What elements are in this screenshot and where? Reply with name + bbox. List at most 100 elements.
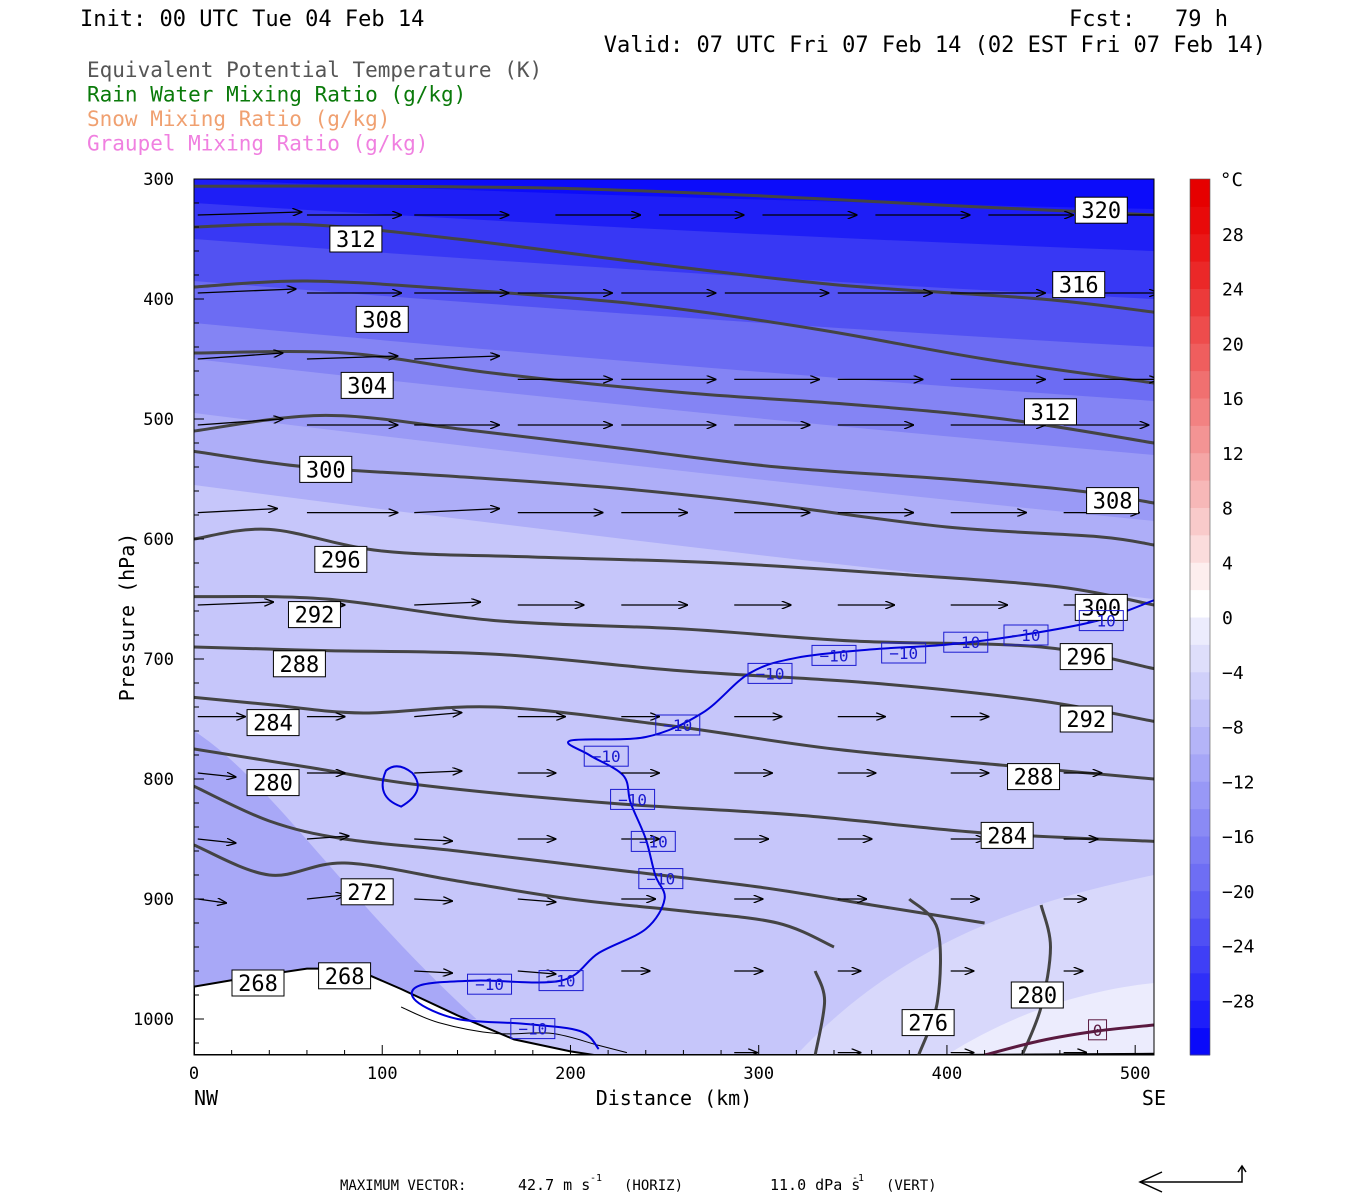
theta-e-label-box [901,1009,955,1037]
temperature-label-box [811,644,857,666]
wind-vector [414,602,480,605]
temperature-label: 0 [1088,1019,1108,1041]
theta-e-label-text: 288 [280,653,320,678]
temperature-label-text: −10 [639,832,668,851]
theta-e-label: 300 [299,455,353,483]
temperature-shading [194,179,1154,1055]
theta-e-contour [194,843,835,949]
theta-e-label-box [299,455,353,483]
temperature-label: −10 [467,973,513,995]
theta-e-label-text: 300 [306,458,346,483]
colorbar-swatch [1190,1000,1210,1029]
colorbar-tick-label: −4 [1222,663,1244,684]
vert-vector-unit: (VERT) [886,1178,937,1194]
theta-e-label-text: 268 [325,965,365,990]
colorbar-swatch [1190,179,1210,207]
x-tick-label: 0 [189,1064,199,1084]
theta-e-label-text: 280 [1017,984,1057,1009]
theta-e-label: 292 [287,601,341,629]
colorbar-tick-label: −20 [1222,882,1255,903]
minus-ten-closed-contour [381,765,419,808]
colorbar-swatch [1190,343,1210,372]
wind-vector [414,771,461,773]
colorbar-swatch [1190,753,1210,782]
theta-e-label-box [1023,398,1077,426]
temperature-label-text: −10 [547,972,576,991]
colorbar-tick-label: 20 [1222,334,1244,355]
theta-e-contour [194,527,1154,607]
field-legend-item: Graupel Mixing Ratio (g/kg) [87,132,428,156]
theta-e-contour [194,222,1154,314]
temperature-label-text: −10 [1087,612,1116,631]
temperature-label: −10 [1078,610,1124,632]
theta-e-label: 300 [1074,593,1128,621]
theta-e-label-box [246,769,300,797]
temperature-label: −10 [811,644,857,666]
init-time: Init: 00 UTC Tue 04 Feb 14 [80,7,424,32]
wind-vector [306,895,345,899]
max-vector-caption: MAXIMUM VECTOR: 42.7 m s -1 (HORIZ) 11.0… [340,1173,937,1194]
colorbar-swatch [1190,288,1210,317]
colorbar-swatch [1190,918,1210,946]
vert-exponent: -1 [852,1173,864,1184]
x-tick-label: 300 [743,1064,774,1084]
temperature-label-box [538,970,584,992]
temperature-label-text: −10 [475,975,504,994]
temperature-label: −10 [630,830,676,852]
wind-vector [306,836,348,839]
theta-e-label-text: 316 [1059,274,1099,299]
temperature-label: −10 [583,745,629,767]
colorbar-swatch [1190,206,1210,235]
colorbar-tick-label: 12 [1222,444,1244,465]
theta-e-label: 312 [1023,398,1077,426]
colorbar-frame [1189,178,1211,1056]
vert-vector-value: 11.0 dPa s [770,1176,860,1194]
theta-e-label-text: 320 [1081,199,1121,224]
theta-e-label-box [340,371,394,399]
se-label: SE [1142,1086,1166,1110]
colorbar-swatch [1190,507,1210,536]
field-legend-item: Snow Mixing Ratio (g/kg) [87,107,390,131]
horiz-vector-value: 42.7 m s [518,1176,590,1194]
colorbar-swatch [1190,425,1210,454]
theta-e-contour [194,645,1154,723]
y-tick-label: 1000 [133,1010,174,1030]
colorbar-tick-label: 28 [1222,225,1244,246]
wind-vector [197,419,283,426]
colorbar-swatch [1190,452,1210,481]
temperature-label-box [881,642,927,664]
temperature-label-box [638,868,684,890]
colorbar-swatch [1190,562,1210,591]
theta-e-contour [194,413,1154,505]
temperature-label-text: −10 [592,747,621,766]
x-tick-label: 500 [1120,1064,1151,1084]
colorbar-swatch [1190,726,1210,755]
theta-e-label-box [1059,705,1113,733]
y-axis: 300 400 500 600 700 800 900 1000 [133,170,204,1044]
colorbar-tick-label: −24 [1222,937,1255,958]
theta-e-label-box [1074,196,1128,224]
y-tick-label: 900 [143,890,174,910]
colorbar-tick-label: −28 [1222,991,1255,1012]
colorbar-tick-label: 0 [1222,608,1233,629]
colorbar-swatch [1190,261,1210,289]
theta-e-label-box [980,821,1034,849]
wind-vector [197,773,236,777]
theta-e-label-box [1086,487,1140,515]
theta-e-contour [194,695,1154,781]
temperature-label-box [610,788,656,810]
temperature-label: −10 [881,642,927,664]
theta-e-label-box [340,878,394,906]
temperature-label-box [467,973,513,995]
wind-vectors [197,212,1154,1053]
horiz-exponent: -1 [590,1173,602,1184]
zero-degree-contour [984,1023,1154,1055]
theta-e-label-text: 312 [336,228,376,253]
colorbar-tick-label: 4 [1222,553,1233,574]
temperature-label: −10 [747,662,793,684]
theta-e-contours [194,184,1154,1055]
theta-e-contour [194,184,1154,217]
plot-frame [193,178,1155,1056]
theta-e-label: 288 [1007,763,1061,791]
